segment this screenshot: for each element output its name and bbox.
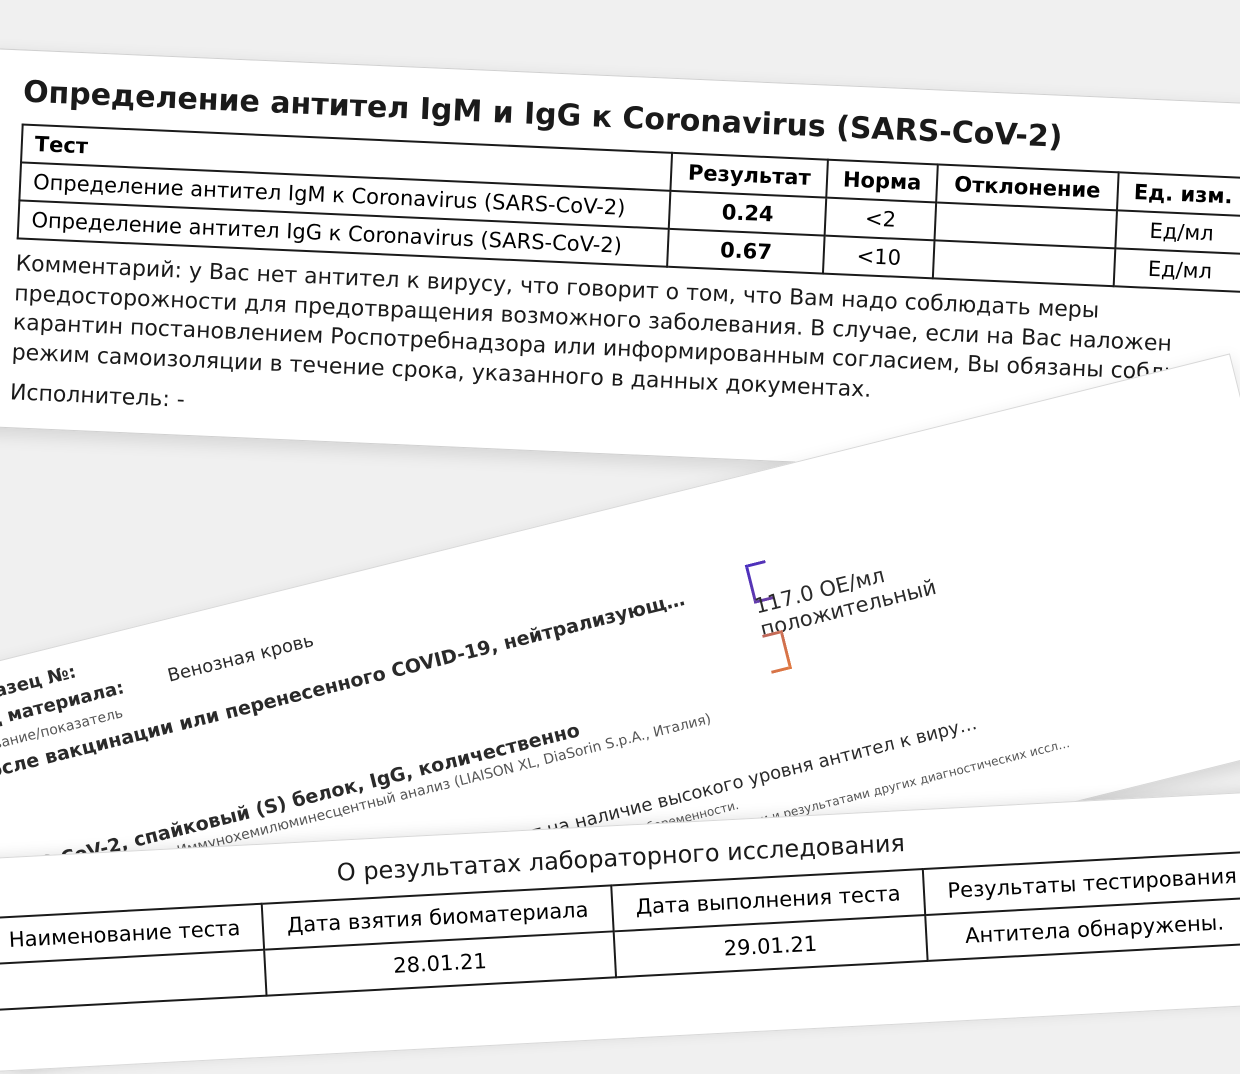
cell-dev — [933, 240, 1116, 286]
cell-unit: Ед/мл — [1114, 248, 1240, 292]
cell-norm: <2 — [825, 198, 936, 241]
cell-unit: Ед/мл — [1115, 210, 1240, 254]
cell-result: 0.67 — [667, 229, 825, 274]
col-unit: Ед. изм. — [1117, 172, 1240, 216]
cell-norm: <10 — [823, 236, 934, 279]
col-norm: Норма — [827, 160, 938, 203]
